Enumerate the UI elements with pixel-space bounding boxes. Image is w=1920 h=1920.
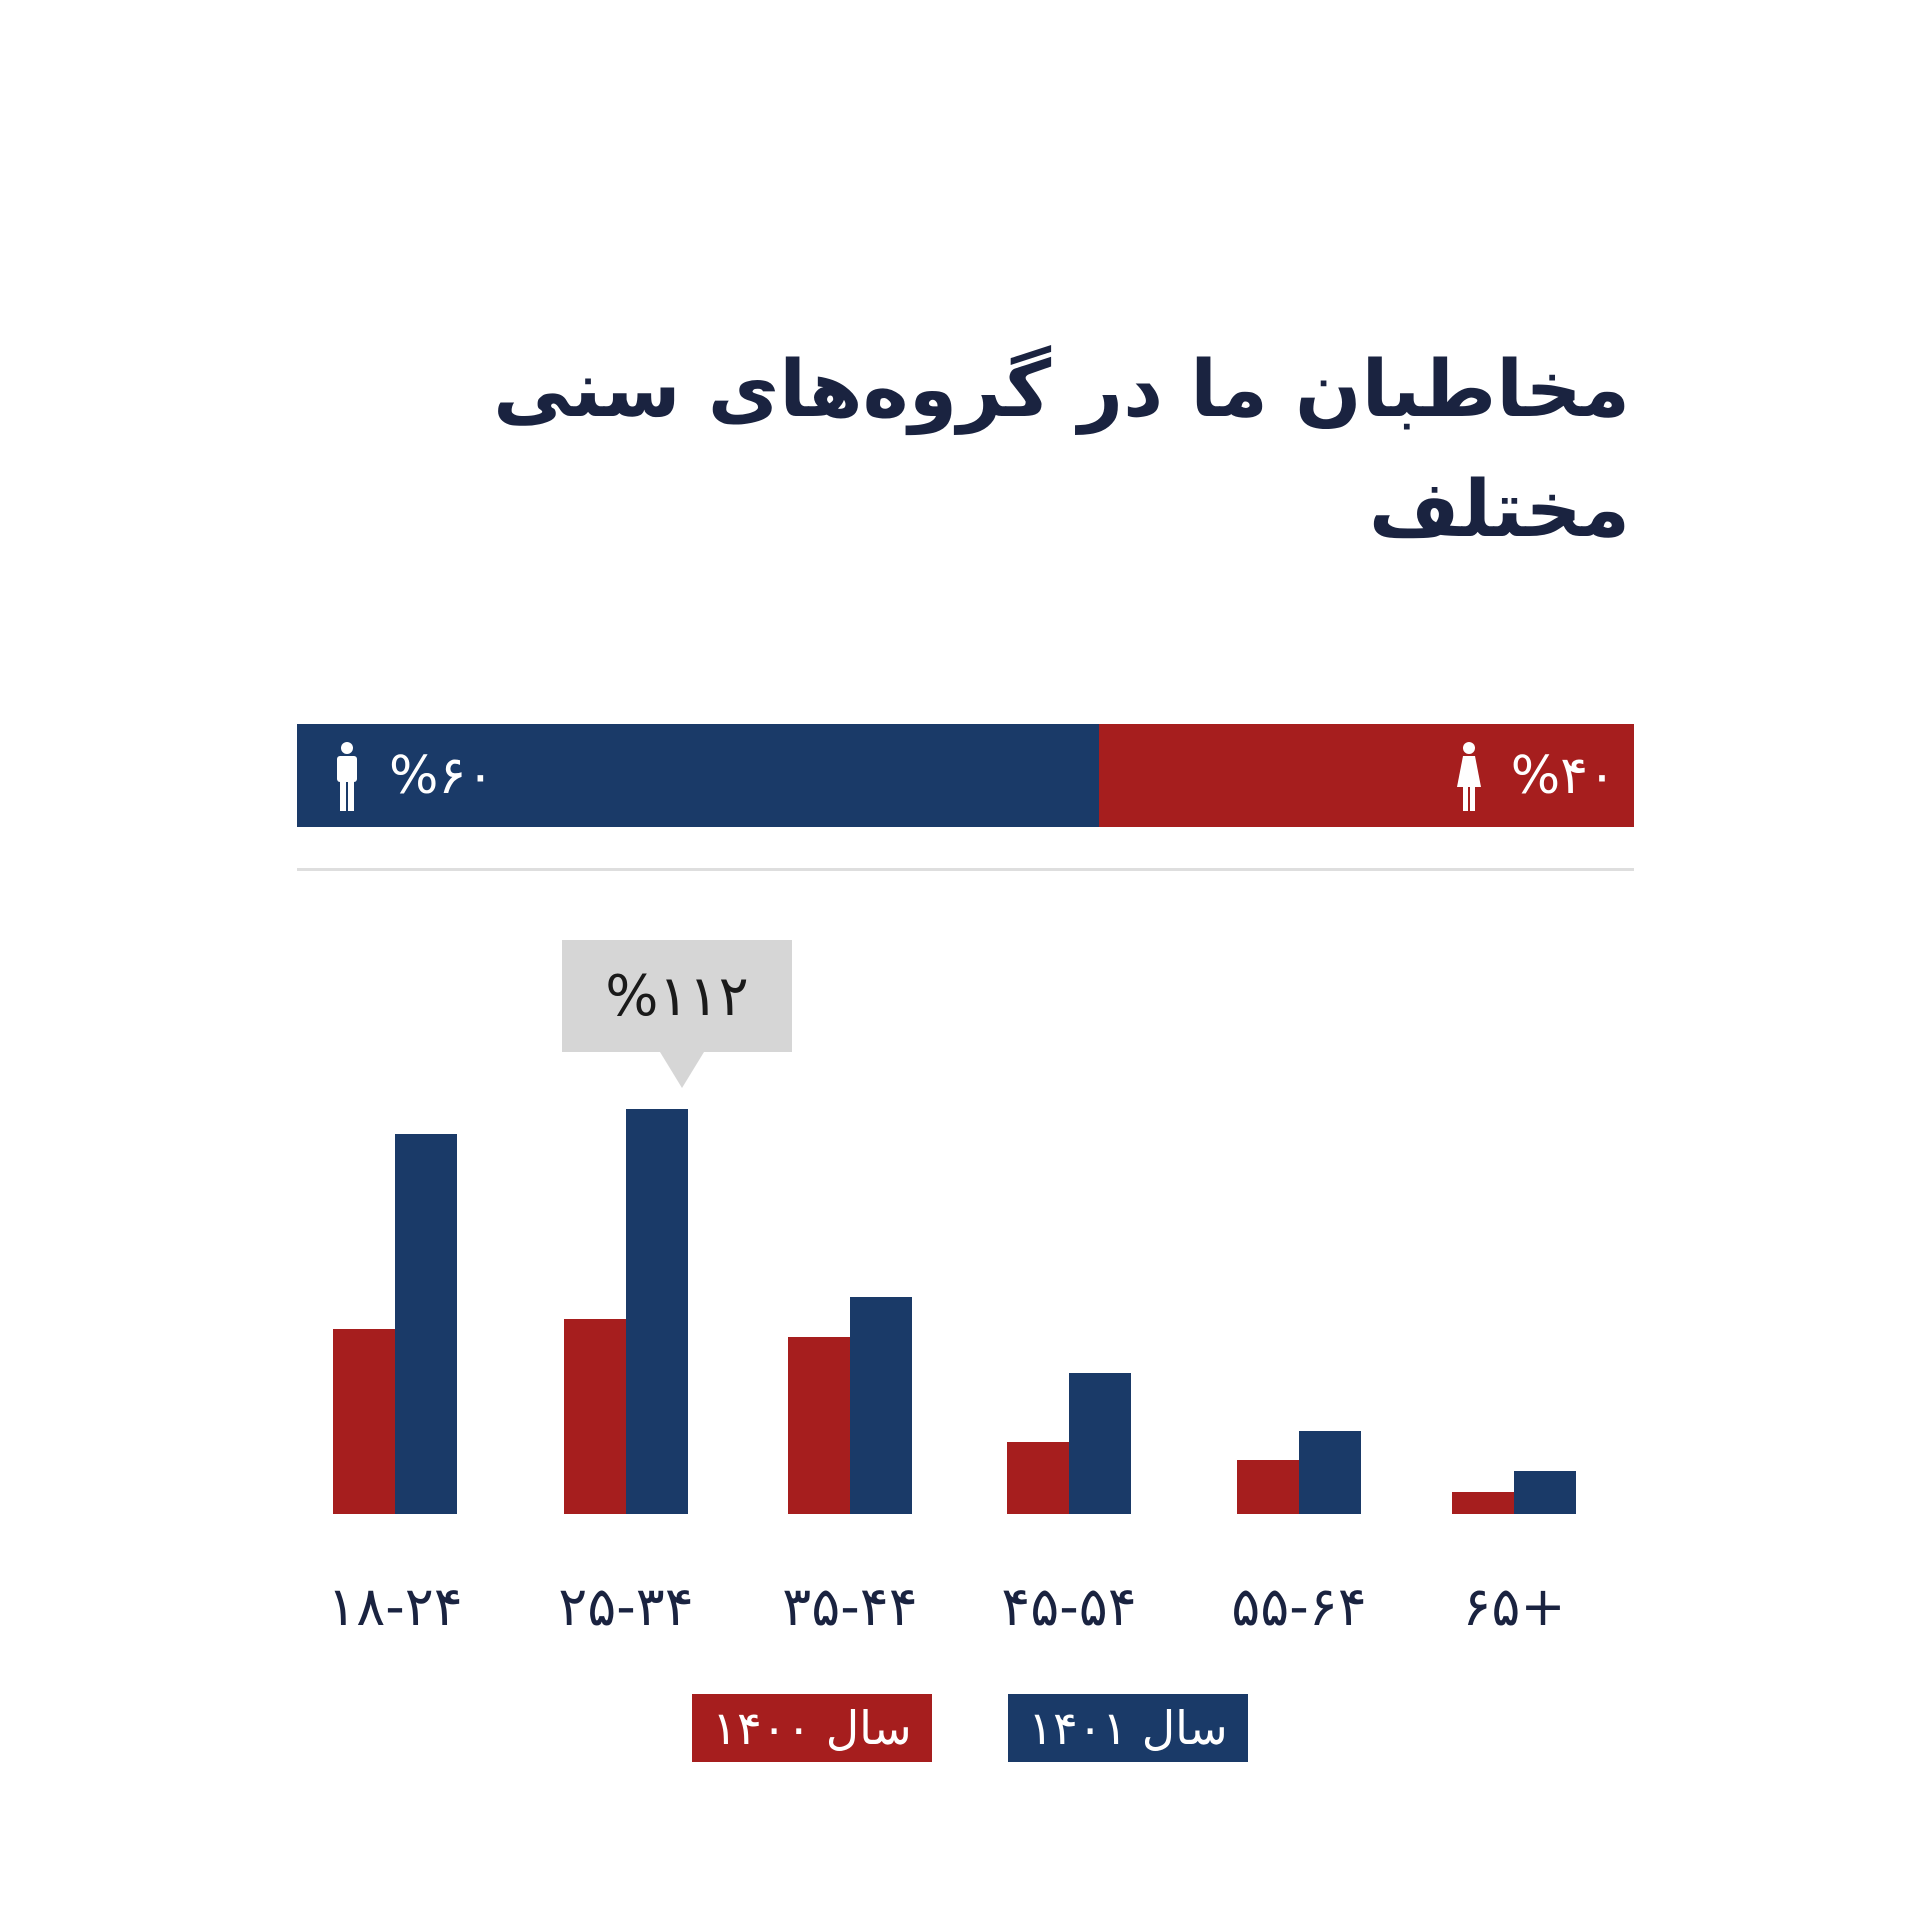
bar-35-44-1400 [788,1336,850,1514]
x-axis-label: ۵۵-۶۴ [1231,1575,1367,1638]
male-segment: %۶۰ [297,724,1100,827]
female-segment: %۴۰ [1099,724,1634,827]
bar-18-24-1401 [395,1133,457,1514]
male-person-icon [337,741,357,811]
gender-split-bar: %۶۰ %۴۰ [297,724,1634,827]
divider [297,868,1634,871]
legend-item-1401: سال ۱۴۰۱ [1008,1694,1248,1762]
bar-25-34-1401 [626,1108,688,1514]
bar-45-54-1401 [1069,1372,1131,1514]
bar-25-34-1400 [564,1318,626,1514]
female-person-icon [1456,741,1481,811]
value-callout: %۱۱۲ [562,940,792,1088]
bar-35-44-1401 [850,1296,912,1514]
x-axis-label: ۶۵+ [1462,1575,1566,1638]
bar-65+-1401 [1514,1470,1576,1514]
female-percentage: %۴۰ [1510,745,1616,806]
legend-label: سال ۱۴۰۱ [1028,1701,1228,1755]
x-axis-label: ۱۸-۲۴ [327,1575,463,1638]
bar-55-64-1400 [1237,1459,1299,1514]
bar-18-24-1400 [333,1329,395,1514]
bar-55-64-1401 [1299,1430,1361,1514]
legend-label: سال ۱۴۰۰ [712,1701,912,1755]
callout-label: %۱۱۲ [605,963,749,1029]
bar-65+-1400 [1452,1492,1514,1514]
bar-45-54-1400 [1007,1441,1069,1514]
male-percentage: %۶۰ [389,745,495,806]
x-axis-label: ۴۵-۵۴ [1001,1575,1137,1638]
legend-item-1400: سال ۱۴۰۰ [692,1694,932,1762]
x-axis-label: ۲۵-۳۴ [558,1575,694,1638]
x-axis-label: ۳۵-۴۴ [782,1575,918,1638]
page-title: مخاطبان ما در گروه‌های سنی مختلف [493,345,1630,555]
